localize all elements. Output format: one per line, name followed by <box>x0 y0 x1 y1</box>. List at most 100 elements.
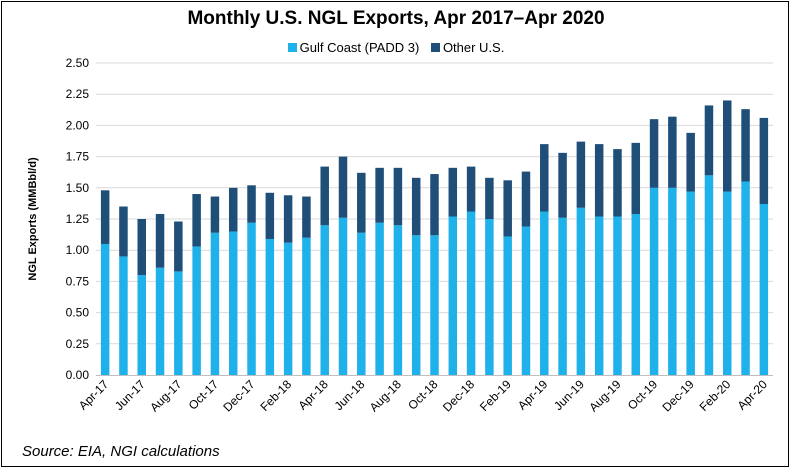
bar-gulf-coast <box>357 232 366 375</box>
y-tick-label: 0.00 <box>66 368 90 382</box>
y-tick-label: 1.25 <box>66 212 90 226</box>
bar-other-us <box>723 100 732 192</box>
chart-title: Monthly U.S. NGL Exports, Apr 2017–Apr 2… <box>187 8 605 29</box>
bar-gulf-coast <box>283 242 293 375</box>
bar-other-us <box>155 214 165 268</box>
legend-swatch-gulf-coast <box>287 43 297 52</box>
bar-other-us <box>357 172 366 233</box>
y-tick-label: 2.50 <box>66 56 90 70</box>
y-tick-label: 0.25 <box>66 337 90 351</box>
bar-other-us <box>430 174 439 236</box>
x-tick-label: Feb-18 <box>257 377 294 414</box>
bar-gulf-coast <box>540 211 549 375</box>
x-tick-label: Oct-19 <box>625 377 661 413</box>
bar-other-us <box>137 219 146 276</box>
bar-gulf-coast <box>302 237 311 375</box>
y-tick-label: 1.75 <box>66 150 90 164</box>
bar-other-us <box>704 105 714 176</box>
bar-other-us <box>174 221 183 272</box>
legend-swatch-other-us <box>430 43 440 52</box>
bar-gulf-coast <box>210 232 220 375</box>
bar-gulf-coast <box>649 187 659 375</box>
x-tick-label: Jun-18 <box>332 377 368 413</box>
x-tick-label: Dec-19 <box>660 377 697 414</box>
bar-other-us <box>283 195 293 243</box>
x-tick-label: Aug-18 <box>367 377 404 414</box>
bar-gulf-coast <box>503 236 512 375</box>
bar-other-us <box>668 116 677 188</box>
bar-other-us <box>649 119 659 188</box>
bar-gulf-coast <box>576 207 586 375</box>
bar-other-us <box>521 171 531 227</box>
x-tick-label: Dec-18 <box>440 377 477 414</box>
y-tick-label: 1.00 <box>66 243 90 257</box>
bar-gulf-coast <box>558 217 567 375</box>
bar-other-us <box>320 166 329 226</box>
x-tick-label: Dec-17 <box>220 377 257 414</box>
bar-gulf-coast <box>759 204 769 375</box>
legend-item-other-us: Other U.S. <box>430 40 505 55</box>
bar-other-us <box>411 177 421 236</box>
bar-gulf-coast <box>228 231 238 375</box>
y-tick-label: 1.50 <box>66 181 90 195</box>
bar-gulf-coast <box>485 219 494 375</box>
bar-gulf-coast <box>430 235 439 375</box>
y-tick-label: 0.50 <box>66 306 90 320</box>
bar-gulf-coast <box>741 181 750 375</box>
bar-gulf-coast <box>686 191 695 375</box>
bar-gulf-coast <box>594 216 604 375</box>
bar-other-us <box>375 167 384 223</box>
x-tick-label: Apr-19 <box>515 377 551 413</box>
bar-other-us <box>631 142 641 215</box>
x-tick-label: Jun-19 <box>551 377 587 413</box>
bar-other-us <box>594 144 604 217</box>
bar-other-us <box>759 117 769 205</box>
bar-other-us <box>265 192 275 239</box>
bar-other-us <box>613 149 622 217</box>
legend-item-gulf-coast: Gulf Coast (PADD 3) <box>287 40 420 55</box>
bar-gulf-coast <box>137 275 146 375</box>
x-tick-label: Apr-18 <box>295 377 331 413</box>
bar-gulf-coast <box>100 243 110 375</box>
bar-gulf-coast <box>338 217 348 375</box>
legend-label-gulf-coast: Gulf Coast (PADD 3) <box>299 40 420 55</box>
x-tick-label: Jun-17 <box>112 377 148 413</box>
x-tick-label: Feb-19 <box>477 377 514 414</box>
bar-gulf-coast <box>631 214 641 375</box>
bar-gulf-coast <box>613 216 622 375</box>
bar-gulf-coast <box>411 235 421 375</box>
bar-gulf-coast <box>704 175 714 375</box>
x-tick-label: Aug-17 <box>147 377 184 414</box>
bar-gulf-coast <box>265 238 275 375</box>
bar-other-us <box>338 156 348 218</box>
bar-gulf-coast <box>119 256 128 375</box>
bar-gulf-coast <box>375 222 384 375</box>
x-tick-label: Oct-17 <box>186 377 222 413</box>
bar-other-us <box>686 132 695 192</box>
bar-other-us <box>302 196 311 238</box>
bar-other-us <box>576 141 586 208</box>
x-tick-label: Apr-17 <box>76 377 112 413</box>
bar-other-us <box>485 177 494 219</box>
bar-gulf-coast <box>466 211 476 375</box>
bar-gulf-coast <box>192 246 201 375</box>
bar-gulf-coast <box>155 267 165 375</box>
bar-other-us <box>210 196 220 233</box>
bar-other-us <box>100 190 110 244</box>
bar-gulf-coast <box>723 191 732 375</box>
bar-other-us <box>466 166 476 212</box>
y-tick-label: 0.75 <box>66 274 90 288</box>
bar-other-us <box>228 187 238 232</box>
bar-gulf-coast <box>393 225 403 375</box>
bar-other-us <box>119 206 128 257</box>
legend-label-other-us: Other U.S. <box>442 40 505 55</box>
y-tick-label: 2.00 <box>66 118 90 132</box>
bar-other-us <box>540 144 549 212</box>
bar-gulf-coast <box>448 216 458 375</box>
y-axis-title: NGL Exports (MMBbl/d) <box>27 157 39 281</box>
bar-other-us <box>393 167 403 226</box>
x-tick-label: Apr-20 <box>735 377 771 413</box>
bar-other-us <box>741 109 750 182</box>
source-note: Source: EIA, NGI calculations <box>22 443 220 460</box>
